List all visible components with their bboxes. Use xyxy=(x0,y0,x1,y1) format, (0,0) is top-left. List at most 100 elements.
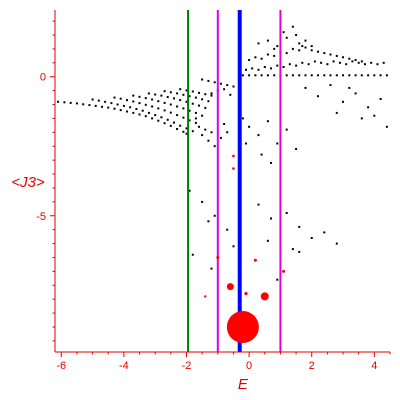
data-point xyxy=(210,92,213,95)
data-point xyxy=(182,93,185,96)
data-point xyxy=(113,96,116,99)
data-point xyxy=(135,108,138,110)
data-point xyxy=(188,119,191,122)
data-point xyxy=(104,100,107,103)
data-point xyxy=(207,139,210,142)
data-point xyxy=(385,125,388,128)
data-point xyxy=(213,214,216,217)
data-point xyxy=(298,42,301,45)
x-tick-label: -2 xyxy=(182,360,192,372)
data-point xyxy=(169,103,172,106)
data-point xyxy=(276,142,279,145)
data-point xyxy=(354,59,357,61)
data-point xyxy=(194,117,197,120)
data-point xyxy=(144,115,147,118)
x-axis-ticks: -6 -4 -2 0 2 4 xyxy=(56,352,391,372)
data-point xyxy=(213,145,216,148)
data-point xyxy=(226,84,229,87)
data-point xyxy=(276,278,279,281)
data-point xyxy=(367,74,370,77)
data-point xyxy=(285,52,288,55)
data-point xyxy=(219,136,222,139)
data-point xyxy=(126,110,128,113)
data-point xyxy=(342,100,344,103)
data-point xyxy=(166,118,169,121)
data-point xyxy=(144,97,147,100)
data-point xyxy=(354,92,357,95)
data-point xyxy=(194,96,197,99)
data-point xyxy=(304,39,307,42)
data-point xyxy=(151,98,154,101)
data-point xyxy=(260,57,263,60)
data-point xyxy=(116,103,119,106)
data-point xyxy=(132,94,135,97)
data-point xyxy=(213,81,216,84)
data-point xyxy=(194,121,197,124)
data-point xyxy=(260,74,263,77)
data-point xyxy=(151,117,154,120)
data-point xyxy=(257,134,260,137)
highlight-point xyxy=(232,154,235,158)
data-point xyxy=(91,98,94,101)
data-point xyxy=(248,125,251,128)
data-point xyxy=(201,200,204,203)
data-point xyxy=(82,103,85,106)
data-point xyxy=(285,212,288,214)
axes xyxy=(54,10,390,353)
data-point xyxy=(204,128,207,131)
y-axis-ticks: 0 -5 xyxy=(36,20,55,342)
data-point xyxy=(201,134,204,137)
data-point xyxy=(317,50,319,53)
data-point xyxy=(173,121,175,124)
data-point xyxy=(291,74,294,77)
highlight-point xyxy=(232,167,235,170)
data-point xyxy=(198,125,200,128)
data-point xyxy=(310,74,313,77)
data-point xyxy=(94,104,97,107)
data-point xyxy=(291,248,294,251)
data-point xyxy=(310,49,313,52)
data-point xyxy=(207,79,210,82)
data-point xyxy=(245,142,247,145)
data-point xyxy=(276,45,279,48)
data-point xyxy=(310,45,313,48)
data-point xyxy=(345,63,348,66)
data-point xyxy=(317,74,319,77)
data-point xyxy=(157,119,160,122)
data-point xyxy=(288,63,291,66)
data-point xyxy=(188,189,191,192)
highlight-point xyxy=(260,292,269,301)
data-point xyxy=(191,90,194,93)
data-point xyxy=(251,67,254,70)
data-point xyxy=(373,114,376,117)
data-point xyxy=(285,36,288,39)
data-point xyxy=(351,60,354,63)
x-tick-label: 2 xyxy=(309,360,315,372)
data-point xyxy=(301,61,304,64)
data-point xyxy=(298,250,301,253)
data-point xyxy=(266,53,269,56)
data-point xyxy=(298,74,301,77)
data-point xyxy=(160,116,163,119)
data-point xyxy=(232,245,235,248)
data-point xyxy=(370,61,373,64)
data-point xyxy=(348,86,351,89)
data-point xyxy=(282,66,285,68)
highlight-point xyxy=(204,295,207,298)
data-point xyxy=(254,56,257,59)
data-point xyxy=(338,61,341,64)
data-point xyxy=(188,109,191,112)
data-point xyxy=(141,109,144,112)
data-point xyxy=(154,93,157,96)
data-point xyxy=(335,111,338,114)
data-point xyxy=(310,237,313,239)
data-point xyxy=(282,31,285,34)
vertical-lines xyxy=(187,10,282,352)
data-point xyxy=(223,123,226,125)
data-point xyxy=(360,117,363,120)
data-point xyxy=(119,97,122,100)
data-point xyxy=(182,130,185,133)
data-point xyxy=(132,111,135,114)
data-point xyxy=(163,90,166,93)
data-point xyxy=(382,61,385,64)
